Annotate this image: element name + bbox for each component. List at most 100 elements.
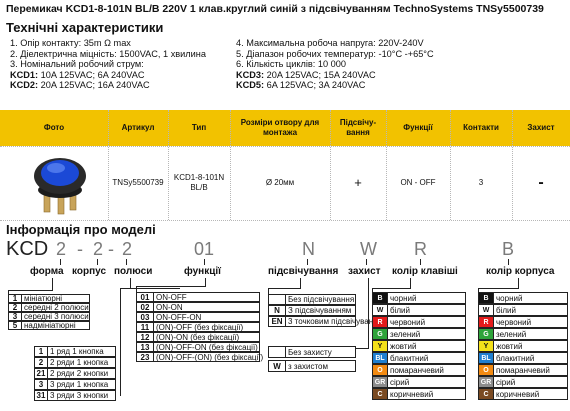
poles-item: 31 3 ряди 3 кнопки [34,390,116,401]
color-swatch: GR [373,377,388,387]
table-header-bar [0,110,570,146]
option-code: 2 [9,303,22,312]
option-label: (ON)-OFF-ON (без фіксації) [156,342,258,352]
option-label: 3 ряди 3 кнопки [50,391,109,400]
color-swatch: G [373,329,388,339]
color-swatch: BL [373,353,388,363]
label-poles: полюси [114,266,153,277]
label-prot: захист [348,266,381,277]
option-label: зелений [390,329,421,339]
option-label: (ON)-OFF-(ON) (без фіксації) [156,352,264,362]
option-label: білий [496,305,516,315]
th-article: Артикул [121,123,155,132]
switch-photo [34,158,86,215]
spec-kcd5: KCD5: 6A 125VAC; 3A 240VAC [236,80,366,91]
option-code: 12 [137,333,154,342]
option-label: білий [390,305,410,315]
option-code: 03 [137,313,154,322]
option-label: з захистом [288,361,328,371]
spec-kcd1: KCD1: 10A 125VAC; 6A 240VAC [10,69,145,80]
option-code: 1 [9,294,22,303]
specs-heading: Технічні характеристики [6,20,164,35]
label-housing: корпус [72,266,107,277]
option-label: коричневий [496,389,540,399]
option-label: ON-ON [156,302,183,312]
spec-4: 4. Максимальна робоча напруга: 220V-240V [236,38,424,48]
option-label: середні 3 полюси [24,312,89,321]
option-label: 3 точковим підсвічуванням [288,317,388,326]
code-light: N [302,239,315,259]
td-protect: - [538,174,544,191]
option-code: 21 [35,369,48,378]
spec-3: 3. Номінальний робочий струм: [10,59,144,70]
option-label: (ON)-ON (без фіксації) [156,332,240,342]
option-code: 3 [35,380,48,389]
option-label: мініатюрні [24,294,63,303]
color-swatch: O [373,365,388,375]
option-label: помаранчевий [390,365,444,375]
code-func: 01 [194,239,215,259]
keycol-item: GR сірий [372,376,466,388]
spec-6: 6. Кількість циклів: 10 000 [236,59,346,70]
poles-item: 21 2 ряди 2 кнопки [34,368,116,379]
th-contacts: Контакти [463,123,499,132]
code-bodycol: B [502,239,515,259]
option-label: (ON)-OFF (без фіксації) [156,322,244,332]
option-code: 1 [35,347,48,356]
option-label: помаранчевий [496,365,550,375]
th-photo: Фото [43,123,65,132]
funcs-item: 12 (ON)-ON (без фіксації) [136,332,260,342]
option-code: W [269,361,286,371]
code-dash-2: - [108,239,114,259]
funcs-item: 11 (ON)-OFF (без фіксації) [136,322,260,332]
option-label: червоний [496,317,532,327]
option-label: 2 ряди 1 кнопка [50,358,109,367]
option-code [269,295,286,304]
option-code: 01 [137,293,154,302]
funcs-item: 01 ON-OFF [136,292,260,302]
th-light: Підсвічу-вання [339,118,377,137]
color-swatch: Y [373,341,388,351]
color-swatch: B [373,293,388,303]
option-label: жовтий [496,341,523,351]
forms-item: 3 середні 3 полюси [8,312,90,321]
label-light: підсвічування [268,266,339,277]
lights-item: Без підсвічування [268,294,356,305]
forms-item: 2 середні 2 полюси [8,303,90,312]
code-prefix: KCD [6,238,49,260]
td-contacts: 3 [478,178,484,187]
specs-right: 4. Максимальна робоча напруга: 220V-240V… [236,38,434,91]
code-keycol: R [414,239,427,259]
option-label: жовтий [390,341,417,351]
th-function: Функції [403,123,433,132]
bodycol-item: GR сірий [478,376,568,388]
color-swatch: W [373,305,388,315]
color-swatch: GR [479,377,494,387]
option-label: надмініатюрні [24,321,76,330]
color-swatch: C [479,389,494,399]
model-heading: Інформація про моделі [6,222,156,237]
forms-item: 1 мініатюрні [8,294,90,303]
option-label: червоний [390,317,426,327]
lights-item: EN 3 точковим підсвічуванням [268,316,387,327]
td-hole: Ø 20мм [265,178,295,187]
spec-1: 1. Опір контакту: 35m Ω max [10,38,131,48]
option-code: EN [269,317,286,326]
funcs-item: 03 ON-OFF-ON [136,312,260,322]
color-swatch: W [479,305,494,315]
option-label: блакитний [496,353,535,363]
page-title: Перемикач KCD1-8-101N BL/B 220V 1 клав.к… [6,3,544,15]
spec-kcd2: KCD2: 20A 125VAC; 16A 240VAC [10,80,150,91]
option-label: ON-OFF-ON [156,312,202,322]
specs-left: 1. Опір контакту: 35m Ω max 2. Діелектри… [10,38,206,91]
color-swatch: R [373,317,388,327]
th-protect: Захист [527,123,555,132]
